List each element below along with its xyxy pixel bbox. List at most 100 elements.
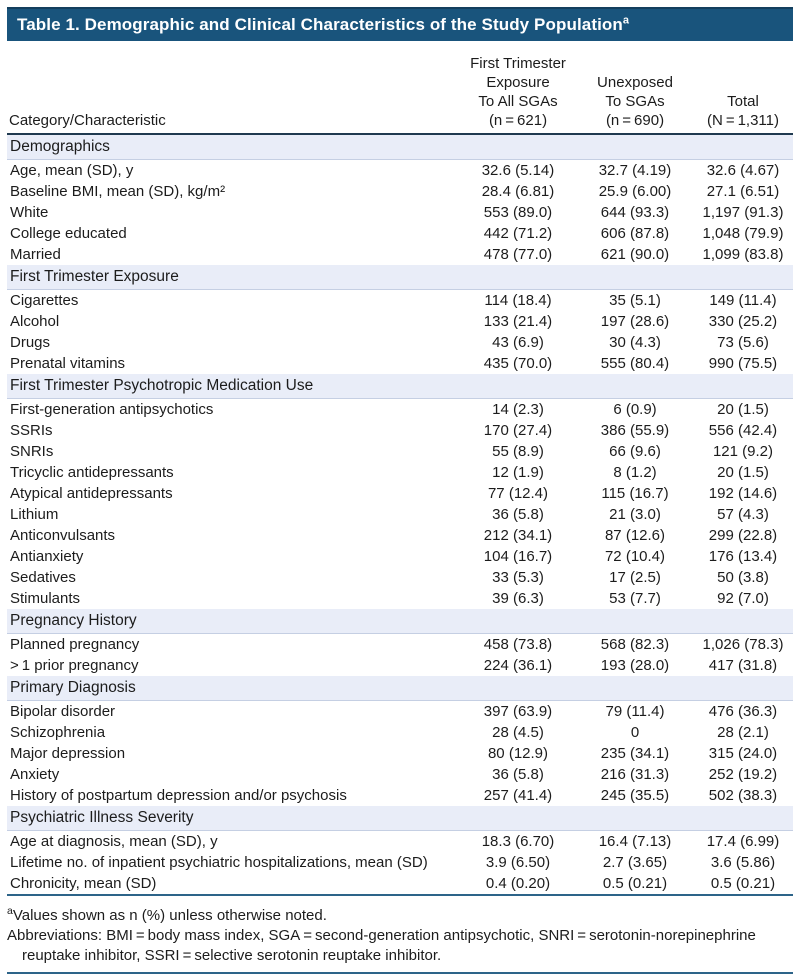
section-header-row: Demographics <box>7 134 793 160</box>
cell-value: 568 (82.3) <box>600 636 670 653</box>
row-label: Atypical antidepressants <box>10 485 173 502</box>
cell-value: 39 (6.3) <box>492 590 544 607</box>
cell-value: 0.4 (0.20) <box>485 875 551 892</box>
row-label: Chronicity, mean (SD) <box>10 875 157 892</box>
table-row: SNRIs 55 (8.9) 66 (9.6) 121 (9.2) <box>7 441 793 462</box>
cell-value: 252 (19.2) <box>708 766 778 783</box>
cell-value: 0 <box>630 724 640 741</box>
cell-value: 192 (14.6) <box>708 485 778 502</box>
cell-value: 115 (16.7) <box>601 485 669 502</box>
cell-value: 0.5 (0.21) <box>710 875 776 892</box>
cell-value: 121 (9.2) <box>712 443 774 460</box>
cell-value: 72 (10.4) <box>604 548 666 565</box>
cell-value: 257 (41.4) <box>483 787 553 804</box>
table-row: Drugs 43 (6.9) 30 (4.3) 73 (5.6) <box>7 332 793 353</box>
section-header: Psychiatric Illness Severity <box>7 806 793 831</box>
cell-value: 216 (31.3) <box>600 766 670 783</box>
characteristics-table: Category/Characteristic First Trimester … <box>7 54 793 896</box>
cell-value: 16.4 (7.13) <box>598 833 672 850</box>
section-header-row: First Trimester Psychotropic Medication … <box>7 374 793 399</box>
cell-value: 3.9 (6.50) <box>485 854 551 871</box>
column-header-total: Total (N = 1,311) <box>693 54 793 135</box>
cell-value: 235 (34.1) <box>600 745 670 762</box>
cell-value: 435 (70.0) <box>483 355 553 372</box>
row-label: Drugs <box>10 334 51 351</box>
footnote-marker: a <box>7 905 13 917</box>
table-row: Sedatives 33 (5.3) 17 (2.5) 50 (3.8) <box>7 567 793 588</box>
cell-value: 149 (11.4) <box>709 292 777 309</box>
cell-value: 27.1 (6.51) <box>706 183 780 200</box>
section-header-row: Pregnancy History <box>7 609 793 634</box>
table-row: Chronicity, mean (SD) 0.4 (0.20) 0.5 (0.21… <box>7 873 793 895</box>
table-row: Planned pregnancy 458 (73.8) 568 (82.3) 1,0… <box>7 634 793 656</box>
table-title: Table 1. Demographic and Clinical Charac… <box>17 15 623 34</box>
cell-value: 50 (3.8) <box>717 569 769 586</box>
row-label: Bipolar disorder <box>10 703 116 720</box>
section-header: First Trimester Psychotropic Medication … <box>7 374 793 399</box>
table-row: Age at diagnosis, mean (SD), y 18.3 (6.70… <box>7 831 793 853</box>
cell-value: 417 (31.8) <box>708 657 778 674</box>
cell-value: 458 (73.8) <box>483 636 553 653</box>
row-label: Tricyclic antidepressants <box>10 464 174 481</box>
cell-value: 3.6 (5.86) <box>710 854 776 871</box>
row-label: Cigarettes <box>10 292 79 309</box>
table-row: > 1 prior pregnancy 224 (36.1) 193 (28.0) 4… <box>7 655 793 676</box>
row-label: College educated <box>10 225 127 242</box>
cell-value: 21 (3.0) <box>609 506 661 523</box>
table-title-superscript: a <box>622 14 630 27</box>
cell-value: 315 (24.0) <box>708 745 778 762</box>
cell-value: 73 (5.6) <box>717 334 769 351</box>
footnote: aValues shown as n (%) unless otherwise … <box>7 901 793 926</box>
column-header-exposed: First Trimester Exposure To All SGAs (n … <box>459 54 577 135</box>
section-header-row: Psychiatric Illness Severity <box>7 806 793 831</box>
cell-value: 2.7 (3.65) <box>602 854 668 871</box>
table-row: Age, mean (SD), y 32.6 (5.14) 32.7 (4.19) 3… <box>7 160 793 182</box>
row-label: Alcohol <box>10 313 60 330</box>
cell-value: 92 (7.0) <box>717 590 769 607</box>
table-title-bar: Table 1. Demographic and Clinical Charac… <box>7 7 793 41</box>
cell-value: 36 (5.8) <box>492 766 544 783</box>
cell-value: 193 (28.0) <box>600 657 670 674</box>
cell-value: 556 (42.4) <box>708 422 778 439</box>
row-label: Lithium <box>10 506 59 523</box>
cell-value: 17.4 (6.99) <box>706 833 780 850</box>
cell-value: 28 (2.1) <box>717 724 769 741</box>
cell-value: 66 (9.6) <box>609 443 661 460</box>
table-row: Anxiety 36 (5.8) 216 (31.3) 252 (19.2) <box>7 764 793 785</box>
cell-value: 104 (16.7) <box>483 548 553 565</box>
cell-value: 212 (34.1) <box>483 527 553 544</box>
cell-value: 28 (4.5) <box>492 724 544 741</box>
cell-value: 133 (21.4) <box>483 313 553 330</box>
cell-value: 176 (13.4) <box>708 548 778 565</box>
cell-value: 25.9 (6.00) <box>598 183 672 200</box>
row-label: First-generation antipsychotics <box>10 401 214 418</box>
cell-value: 8 (1.2) <box>613 464 657 481</box>
table-row: Cigarettes 114 (18.4) 35 (5.1) 149 (11.4) <box>7 290 793 312</box>
column-header-category: Category/Characteristic <box>7 54 459 135</box>
cell-value: 79 (11.4) <box>605 703 665 720</box>
cell-value: 245 (35.5) <box>600 787 670 804</box>
table-row: Lithium 36 (5.8) 21 (3.0) 57 (4.3) <box>7 504 793 525</box>
cell-value: 299 (22.8) <box>708 527 778 544</box>
row-label: Baseline BMI, mean (SD), kg/m² <box>10 183 226 200</box>
row-label: Antianxiety <box>10 548 84 565</box>
cell-value: 114 (18.4) <box>484 292 552 309</box>
cell-value: 6 (0.9) <box>613 401 657 418</box>
section-header-row: Primary Diagnosis <box>7 676 793 701</box>
cell-value: 12 (1.9) <box>492 464 544 481</box>
table-row: Anticonvulsants 212 (34.1) 87 (12.6) 299 (2… <box>7 525 793 546</box>
cell-value: 224 (36.1) <box>483 657 553 674</box>
row-label: History of postpartum depression and/or … <box>10 787 347 804</box>
footnote-text: Values shown as n (%) unless otherwise n… <box>12 907 327 924</box>
table-row: Antianxiety 104 (16.7) 72 (10.4) 176 (13.4) <box>7 546 793 567</box>
cell-value: 555 (80.4) <box>600 355 670 372</box>
row-label: Age, mean (SD), y <box>10 162 134 179</box>
footnote-text: Abbreviations: BMI = body mass index, SG… <box>7 927 756 964</box>
table-row: Lifetime no. of inpatient psychiatric ho… <box>7 852 793 873</box>
cell-value: 170 (27.4) <box>483 422 553 439</box>
row-label: Age at diagnosis, mean (SD), y <box>10 833 218 850</box>
cell-value: 35 (5.1) <box>609 292 661 309</box>
row-label: SNRIs <box>10 443 54 460</box>
section-header: Demographics <box>7 134 793 160</box>
table-row: Major depression 80 (12.9) 235 (34.1) 315 (… <box>7 743 793 764</box>
